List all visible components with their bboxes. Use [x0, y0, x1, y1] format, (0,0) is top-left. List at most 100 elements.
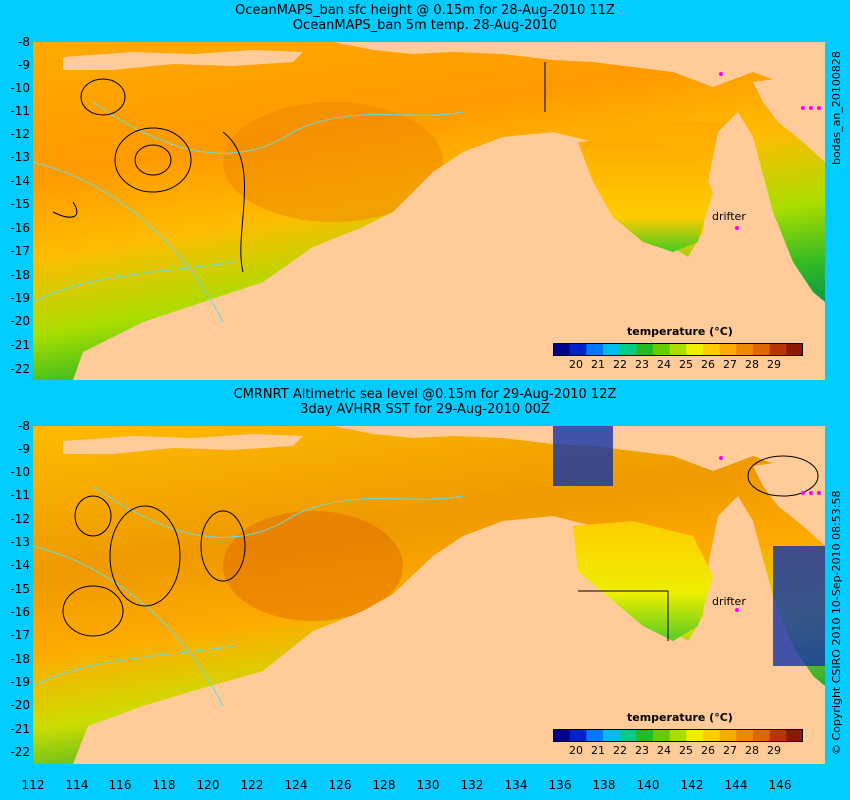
colorbar-swatch: [603, 343, 621, 356]
xtick: 124: [284, 778, 308, 792]
panel2-indonesian-islands: [63, 434, 303, 454]
colorbar-swatch: [753, 343, 771, 356]
colorbar-swatch: [786, 343, 803, 356]
panel2-ytick: -19: [10, 675, 30, 689]
xtick: 134: [504, 778, 528, 792]
colorbar-swatch: [553, 729, 571, 742]
panel1-ytick: -22: [10, 362, 30, 376]
panel1-ytick: -21: [10, 338, 30, 352]
colorbar-swatch: [686, 343, 704, 356]
panel2-colorbar-tick: 24: [657, 744, 671, 757]
panel1-ytick: -17: [10, 244, 30, 258]
panel2-colorbar-tick: 29: [767, 744, 781, 757]
panel1-colorbar-tick: 26: [701, 358, 715, 371]
panel2-cloud-noise: [553, 426, 825, 666]
panel2-map: [33, 426, 825, 764]
xtick: 122: [240, 778, 264, 792]
panel1-ytick: -11: [10, 104, 30, 118]
panel1-drifter-label: drifter: [712, 210, 746, 223]
panel1-colorbar-tick: 27: [723, 358, 737, 371]
panel1-ytick: -8: [18, 35, 30, 49]
panel1-ytick: -13: [10, 150, 30, 164]
panel2-colorbar-tick: 22: [613, 744, 627, 757]
panel2-cape-york: [753, 456, 825, 546]
panel2-drifter-label: drifter: [712, 595, 746, 608]
colorbar-swatch: [736, 343, 754, 356]
xtick: 118: [152, 778, 176, 792]
xtick: 128: [372, 778, 396, 792]
panel2-gulf-carpentaria: [573, 521, 713, 641]
colorbar-swatch: [703, 729, 721, 742]
xtick: 138: [592, 778, 616, 792]
xtick: 142: [680, 778, 704, 792]
colorbar-swatch: [653, 729, 671, 742]
colorbar-swatch: [769, 343, 787, 356]
panel1-isobaths: [33, 101, 464, 323]
colorbar-swatch: [603, 729, 621, 742]
xtick: 140: [636, 778, 660, 792]
panel1-ytick: -12: [10, 127, 30, 141]
panel1-contours: [52, 62, 546, 273]
colorbar-swatch: [786, 729, 803, 742]
panel2-colorbar-tick: 21: [591, 744, 605, 757]
panel1-colorbar: [553, 343, 803, 356]
panel1-colorbar-tick: 29: [767, 358, 781, 371]
panel2-colorbar-tick: 28: [745, 744, 759, 757]
panel2-ytick: -13: [10, 535, 30, 549]
colorbar-swatch: [636, 729, 654, 742]
colorbar-frame: [553, 729, 803, 742]
panel1-ytick: -18: [10, 268, 30, 282]
colorbar-swatch: [669, 729, 687, 742]
colorbar-swatch: [653, 343, 671, 356]
colorbar-swatch: [736, 729, 754, 742]
panel2-colorbar-title: temperature (°C): [627, 711, 733, 724]
panel1-indonesian-islands: [63, 50, 303, 70]
panel1-colorbar-tick: 23: [635, 358, 649, 371]
colorbar-swatch: [619, 343, 637, 356]
colorbar-swatch: [753, 729, 771, 742]
panel1-ytick: -16: [10, 221, 30, 235]
panel1-cape-york: [753, 72, 825, 162]
panel1-colorbar-tick: 24: [657, 358, 671, 371]
xtick: 114: [65, 778, 89, 792]
colorbar-swatch: [619, 729, 637, 742]
panel1-colorbar-tick: 21: [591, 358, 605, 371]
xtick: 146: [768, 778, 792, 792]
colorbar-swatch: [553, 343, 571, 356]
panel1-colorbar-tick: 28: [745, 358, 759, 371]
colorbar-swatch: [769, 729, 787, 742]
panel1-side-label: bodas_an_20100828: [830, 51, 843, 165]
colorbar-swatch: [569, 343, 587, 356]
panel1-ytick: -14: [10, 174, 30, 188]
panel2-ytick: -18: [10, 652, 30, 666]
panel2-ytick: -9: [18, 442, 30, 456]
xtick: 116: [108, 778, 132, 792]
panel1-ytick: -15: [10, 197, 30, 211]
colorbar-swatch: [686, 729, 704, 742]
panel2-ytick: -20: [10, 698, 30, 712]
panel1-ytick: -10: [10, 81, 30, 95]
panel2-contours: [62, 455, 819, 641]
panel2-colorbar: [553, 729, 803, 742]
panel1-map: [33, 42, 825, 380]
panel2-ytick: -14: [10, 558, 30, 572]
colorbar-swatch: [586, 729, 604, 742]
panel2-title: CMRNRT Altimetric sea level @0.15m for 2…: [233, 387, 617, 402]
panel1-title: OceanMAPS_ban sfc height @ 0.15m for 28-…: [235, 3, 615, 18]
panel1-subtitle: OceanMAPS_ban 5m temp. 28-Aug-2010: [292, 18, 558, 33]
panel2-ytick: -17: [10, 628, 30, 642]
xtick: 126: [328, 778, 352, 792]
xtick: 132: [460, 778, 484, 792]
xtick: 136: [548, 778, 572, 792]
colorbar-swatch: [586, 343, 604, 356]
panel2-ytick: -8: [18, 419, 30, 433]
xtick: 130: [416, 778, 440, 792]
xtick: 120: [196, 778, 220, 792]
colorbar-swatch: [569, 729, 587, 742]
panel2-subtitle: 3day AVHRR SST for 29-Aug-2010 00Z: [300, 402, 550, 417]
panel2-colorbar-tick: 23: [635, 744, 649, 757]
panel2-warm-pool: [223, 511, 403, 621]
panel2-ytick: -16: [10, 605, 30, 619]
panel2-ytick: -22: [10, 745, 30, 759]
xtick: 144: [724, 778, 748, 792]
